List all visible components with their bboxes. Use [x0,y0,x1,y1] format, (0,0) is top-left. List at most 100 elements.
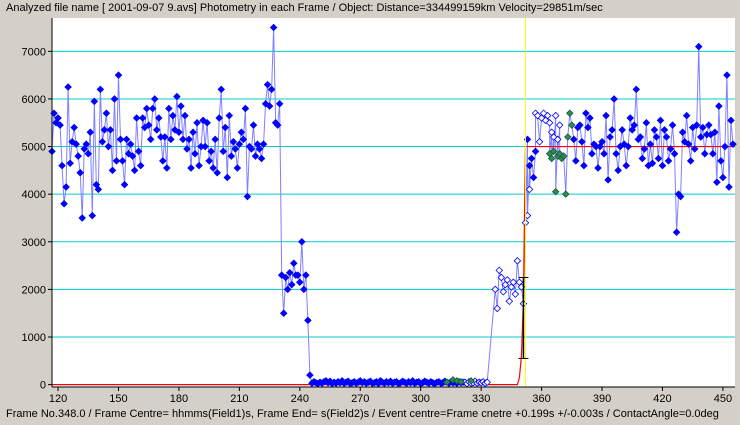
data-point [116,135,125,144]
data-point [275,99,284,108]
data-point [682,111,691,120]
y-tick-label: 7000 [22,46,46,58]
data-point [578,138,586,146]
data-point [211,135,219,144]
data-point [70,123,78,132]
data-point-open [497,273,506,282]
data-point-open [511,290,520,298]
data-point [86,128,95,137]
axes: 0 1000 2000 3000 4000 5000 6000 7000 120 150 180 21… [22,18,735,405]
data-point [304,316,312,325]
data-point [159,157,167,165]
data-point [126,140,135,148]
data-point [281,273,290,282]
plot-area [52,18,735,387]
data-point [721,142,729,151]
data-point [596,142,604,151]
data-point [76,168,84,177]
data-point [209,164,217,172]
data-point [594,164,602,172]
data-point [640,145,649,153]
data-point [80,145,89,153]
data-point [205,157,213,165]
data-point [142,104,151,113]
data-point [529,173,538,182]
data-point [94,185,103,194]
data-point [104,142,113,151]
data-point [572,157,580,165]
data-point [636,133,645,141]
data-point [181,111,189,120]
data-point [652,133,661,141]
data-point [146,135,155,144]
data-point [231,145,240,153]
data-point [235,140,244,148]
data-point [666,145,675,153]
data-point [58,161,66,170]
data-point [273,121,282,129]
x-tick-label: 270 [351,393,369,405]
data-point [612,149,620,158]
data-point [692,121,701,129]
data-point-open [545,118,554,127]
data-point [701,149,709,158]
data-point [259,140,268,148]
data-point [90,97,99,106]
data-point [102,109,111,117]
data-point [658,161,667,170]
data-point-green [457,377,465,386]
data-point [155,114,163,122]
data-point [56,121,64,129]
data-point [584,123,592,132]
x-tick-label: 390 [593,393,611,405]
data-point [249,121,258,129]
data-point-open [505,297,514,306]
data-point [285,268,294,277]
data-point [213,168,221,177]
x-tick-label: 450 [714,393,732,405]
x-tick-label: 420 [653,393,671,405]
data-point [656,116,665,125]
x-tick-label: 360 [532,393,550,405]
x-tick-label: 210 [230,393,248,405]
data-point [239,135,248,144]
y-tick-label: 3000 [22,237,46,249]
data-point [84,149,93,158]
data-point [717,157,725,165]
data-point [165,104,173,113]
data-point-open [493,304,502,313]
data-point [257,154,266,163]
data-point [642,118,651,127]
data-point [132,114,141,122]
data-point [606,133,614,141]
data-point [66,159,74,167]
data-point [167,135,175,144]
data-point [672,228,681,237]
cursor [518,18,529,387]
data-point [662,133,671,141]
data-point [698,123,707,132]
data-point [618,126,626,134]
data-point [300,285,308,294]
data-point [614,166,622,175]
data-point [247,145,256,153]
data-point [106,126,115,134]
data-point-green [547,154,556,163]
y-tick-label: 5000 [22,142,46,154]
photometry-chart: 0 1000 2000 3000 4000 5000 6000 7000 120 150 180 21… [0,18,740,406]
data-point [185,135,193,144]
data-point [150,95,159,103]
data-point [221,123,230,132]
data-point [646,140,655,148]
data-point [638,154,647,163]
data-point [527,154,536,163]
data-point [580,161,588,170]
data-point [195,161,203,170]
data-points [48,23,737,388]
data-point [64,83,72,91]
data-point [148,104,157,113]
data-point-green [467,377,475,385]
data-point [632,85,641,94]
data-point [237,128,246,137]
data-point-open [509,278,518,287]
